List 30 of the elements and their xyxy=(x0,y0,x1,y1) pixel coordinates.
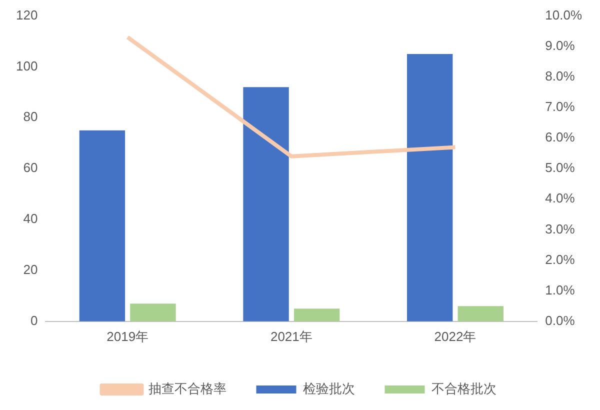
y2-tick-label: 6.0% xyxy=(545,130,576,145)
x-tick-label: 2019年 xyxy=(106,328,149,344)
legend-label: 抽查不合格率 xyxy=(148,381,226,396)
y2-tick-label: 5.0% xyxy=(545,160,576,176)
y2-tick-label: 9.0% xyxy=(545,38,576,53)
bar xyxy=(79,130,126,322)
y2-tick-label: 1.0% xyxy=(545,282,576,298)
legend-label: 检验批次 xyxy=(302,381,355,396)
y2-tick-label: 0.0% xyxy=(545,312,576,328)
bar xyxy=(294,308,340,322)
y-tick-label: 80 xyxy=(23,109,38,124)
x-tick-label: 2022年 xyxy=(434,328,476,344)
y-tick-label: 0 xyxy=(30,312,38,328)
x-tick-label: 2021年 xyxy=(270,328,312,344)
y-tick-label: 20 xyxy=(23,262,38,278)
y-tick-label: 120 xyxy=(16,7,38,22)
y-tick-label: 60 xyxy=(23,160,38,176)
y-tick-label: 100 xyxy=(16,58,38,74)
y2-tick-label: 2.0% xyxy=(545,252,576,267)
bar xyxy=(243,87,289,322)
bar xyxy=(458,306,504,322)
y2-tick-label: 10.0% xyxy=(545,7,582,22)
bar xyxy=(130,304,176,322)
y2-tick-label: 3.0% xyxy=(545,221,576,236)
bar xyxy=(406,54,453,322)
y-tick-label: 40 xyxy=(23,211,38,226)
legend-label: 不合格批次 xyxy=(431,381,496,396)
y2-tick-label: 4.0% xyxy=(545,190,576,206)
y2-tick-label: 8.0% xyxy=(545,68,576,84)
y2-tick-label: 7.0% xyxy=(545,99,576,114)
